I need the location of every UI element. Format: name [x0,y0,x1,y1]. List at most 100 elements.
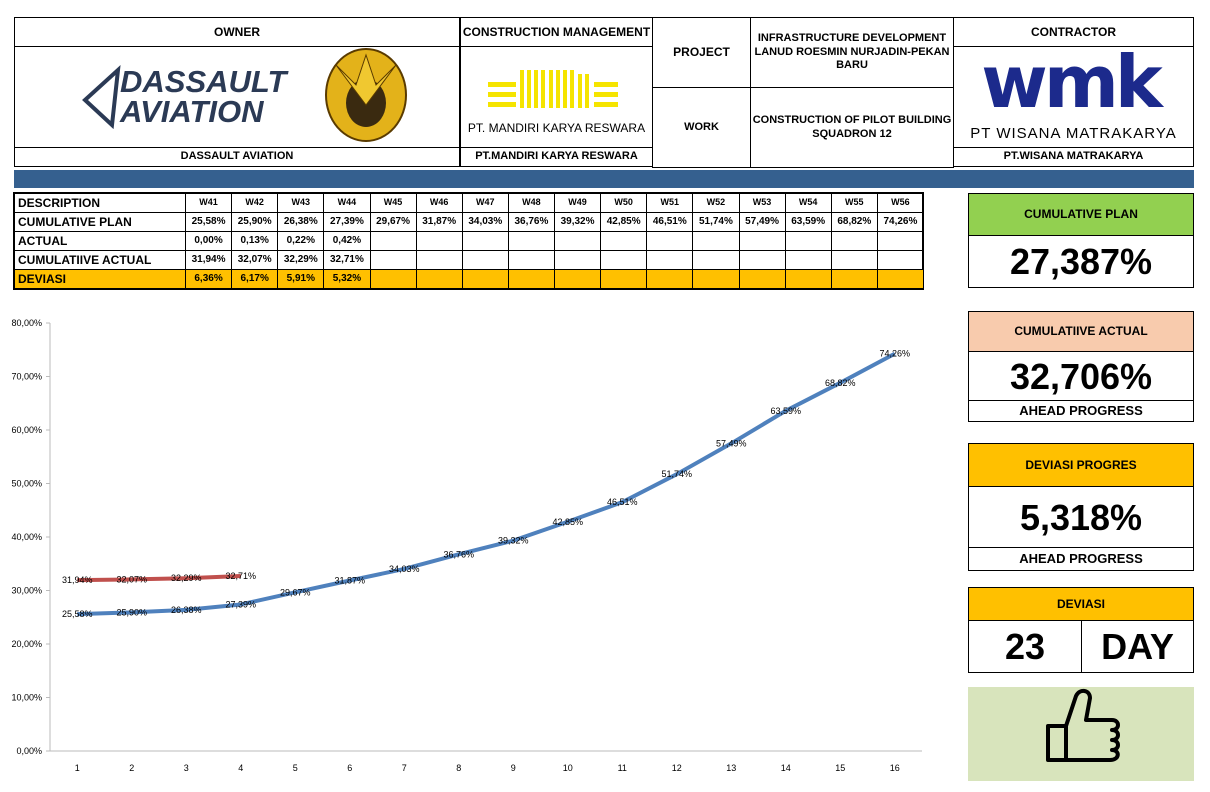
table-cell: 5,32% [323,269,371,289]
emblem [325,48,407,142]
header-cell: PT.WISANA MATRAKARYA [953,147,1194,167]
table-cell [415,231,463,251]
table-cell [646,269,694,289]
thumb-panel [968,687,1194,781]
x-tick-label: 10 [563,763,573,773]
table-cell: 25,90% [231,212,279,232]
table-cell: 31,94% [185,250,233,270]
table-cell [369,231,417,251]
table-cell [554,231,602,251]
table-header-cell: W41 [185,193,233,213]
data-label: 46,51% [607,497,638,507]
table-cell: 42,85% [600,212,648,232]
table-header-cell: W51 [646,193,694,213]
table-cell [369,250,417,270]
x-tick-label: 8 [456,763,461,773]
x-tick-label: 16 [890,763,900,773]
panel-value: 32,706% [968,351,1194,401]
y-tick-label: 50,00% [11,479,42,489]
table-cell [369,269,417,289]
data-label: 39,32% [498,536,529,546]
logo-text: PT. MANDIRI KARYA RESWARA [467,120,646,135]
table-cell: 6,36% [185,269,233,289]
table-cell [507,269,555,289]
data-label: 26,38% [171,605,202,615]
table-cell: 46,51% [646,212,694,232]
logo-text: wmk [981,40,1162,124]
data-label: 25,58% [62,609,93,619]
table-header-cell: W53 [738,193,786,213]
x-tick-label: 4 [238,763,243,773]
table-header-cell: W47 [461,193,509,213]
table-cell [876,231,924,251]
data-label: 29,67% [280,587,311,597]
table-header-cell: W55 [830,193,878,213]
table-cell: 32,71% [323,250,371,270]
table-header-cell: W50 [600,193,648,213]
table-cell [784,250,832,270]
table-cell [876,269,924,289]
table-cell: 63,59% [784,212,832,232]
table-cell [554,250,602,270]
row-label: CUMULATIIVE ACTUAL [14,250,186,270]
x-tick-label: 14 [781,763,791,773]
data-label: 57,49% [716,438,747,448]
table-cell: 0,13% [231,231,279,251]
table-cell: 68,82% [830,212,878,232]
table-cell: 57,49% [738,212,786,232]
panel-note: AHEAD PROGRESS [968,547,1194,571]
table-cell [830,250,878,270]
table-cell [784,269,832,289]
table-cell [507,231,555,251]
data-label: 25,90% [116,607,147,617]
data-label: 34,03% [389,564,420,574]
table-cell: 51,74% [692,212,740,232]
y-tick-label: 20,00% [11,639,42,649]
table-cell: 26,38% [277,212,325,232]
table-cell [415,250,463,270]
y-tick-label: 70,00% [11,372,42,382]
data-label: 27,39% [225,599,256,609]
logo-text: AVIATION [120,93,264,129]
panel-title: DEVIASI PROGRES [968,443,1194,487]
band [14,170,1194,188]
table-header-cell: W49 [554,193,602,213]
table-cell [600,231,648,251]
table-cell: 32,29% [277,250,325,270]
table-cell: 31,87% [415,212,463,232]
data-label: 32,07% [116,574,147,584]
logo-text: DASSAULT [120,63,287,99]
table-cell [830,269,878,289]
chart: 0,00% 10,00% 20,00% 30,00% 40,00% 50,00% 60,00… [11,318,922,773]
row-label: CUMULATIVE PLAN [14,212,186,232]
table-cell [784,231,832,251]
panel-value: 27,387% [968,235,1194,288]
table-cell [554,269,602,289]
thumbs-up [1046,689,1120,762]
x-tick-label: 15 [835,763,845,773]
table-cell [876,250,924,270]
line [77,574,241,583]
x-tick-label: 9 [511,763,516,773]
header-cell: DASSAULT AVIATION [14,147,460,167]
x-tick-label: 5 [293,763,298,773]
table-cell: 34,03% [461,212,509,232]
x-tick-label: 12 [672,763,682,773]
data-label: 32,29% [171,573,202,583]
table-header-cell: W45 [369,193,417,213]
table-cell [692,250,740,270]
table-cell [600,250,648,270]
panel-value: 5,318% [968,486,1194,548]
table-cell [738,269,786,289]
header-cell: OWNER [14,17,460,47]
table-cell [461,250,509,270]
data-label: 68,82% [825,378,856,388]
header-cell: WORK [652,87,751,168]
data-label: 51,74% [661,469,692,479]
table-header-cell: W54 [784,193,832,213]
header-cell: CONSTRUCTION MANAGEMENT [460,17,653,47]
table-cell [738,231,786,251]
header-cell: CONSTRUCTION OF PILOT BUILDING SQUADRON … [750,87,954,168]
